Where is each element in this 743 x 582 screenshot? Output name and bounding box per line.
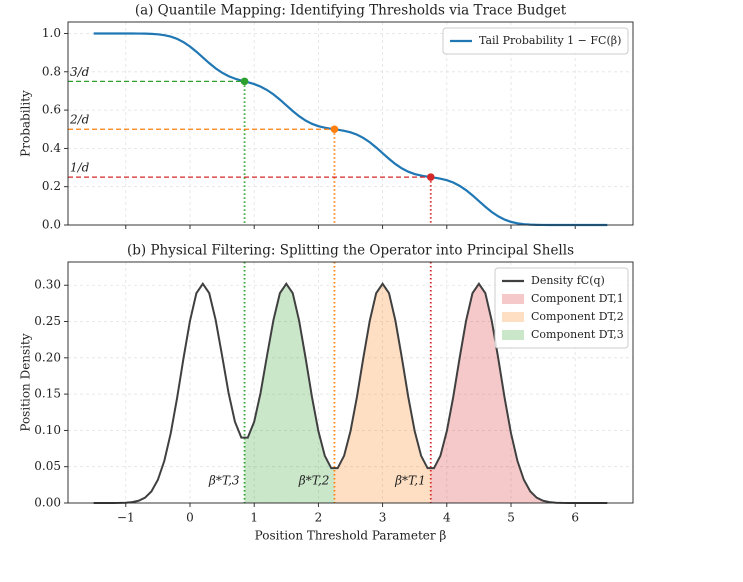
x-tick-label: 5 bbox=[507, 511, 515, 525]
y-tick-label: 0.4 bbox=[42, 141, 61, 155]
chart-title: (b) Physical Filtering: Splitting the Op… bbox=[127, 243, 574, 259]
threshold-label: 2/d bbox=[69, 113, 90, 127]
legend: Tail Probability 1 − FC(β) bbox=[442, 27, 629, 55]
x-tick-label: 4 bbox=[443, 511, 451, 525]
y-axis-label: Position Density bbox=[19, 333, 33, 432]
legend-box bbox=[442, 27, 629, 55]
y-tick-label: 0.25 bbox=[34, 314, 61, 328]
y-axis-label: Probability bbox=[19, 90, 33, 157]
density-curve bbox=[93, 282, 608, 504]
x-tick-label: 1 bbox=[250, 511, 258, 525]
x-tick-label: −1 bbox=[117, 511, 135, 525]
component-fill bbox=[430, 283, 608, 503]
y-tick-label: 0.8 bbox=[42, 64, 61, 78]
legend-label: Tail Probability 1 − FC(β) bbox=[479, 34, 621, 47]
threshold-label: 1/d bbox=[70, 161, 90, 175]
legend-label: Component DT,1 bbox=[531, 292, 624, 305]
x-axis-label: Position Threshold Parameter β bbox=[255, 529, 447, 543]
component-fill bbox=[244, 283, 335, 503]
legend-swatch bbox=[502, 294, 524, 304]
y-tick-label: 0.15 bbox=[34, 387, 61, 401]
y-tick-label: 0.05 bbox=[34, 459, 61, 473]
legend-label: Component DT,3 bbox=[531, 328, 624, 341]
legend-swatch bbox=[502, 312, 524, 322]
component-fill bbox=[334, 283, 431, 503]
threshold-label: 3/d bbox=[70, 65, 90, 79]
axes-frame bbox=[67, 21, 634, 226]
legend: Density fC(q) Component DT,1 Component DT,… bbox=[494, 267, 629, 349]
x-tick-label: 3 bbox=[379, 511, 387, 525]
legend-box bbox=[494, 267, 629, 349]
x-tick-label: 6 bbox=[571, 511, 579, 525]
y-tick-label: 0.00 bbox=[34, 496, 61, 510]
threshold-point bbox=[240, 77, 249, 86]
y-tick-label: 0.20 bbox=[34, 350, 61, 364]
y-tick-label: 0.30 bbox=[34, 278, 61, 292]
x-tick-label: 0 bbox=[186, 511, 194, 525]
threshold-label: β*T,3 bbox=[208, 474, 240, 488]
y-tick-label: 0.0 bbox=[42, 218, 61, 232]
y-tick-label: 0.10 bbox=[34, 423, 61, 437]
y-tick-label: 0.2 bbox=[42, 179, 61, 193]
threshold-label: β*T,1 bbox=[394, 474, 426, 488]
y-tick-label: 0.6 bbox=[42, 103, 61, 117]
legend-label: Density fC(q) bbox=[531, 274, 605, 287]
chart-title: (a) Quantile Mapping: Identifying Thresh… bbox=[135, 3, 567, 19]
threshold-point bbox=[426, 173, 435, 181]
legend-label: Component DT,2 bbox=[531, 310, 624, 323]
threshold-point bbox=[330, 125, 339, 134]
tail-curve bbox=[93, 32, 608, 227]
x-tick-label: 2 bbox=[315, 511, 323, 525]
y-tick-label: 1.0 bbox=[42, 26, 61, 40]
threshold-label: β*T,2 bbox=[298, 474, 330, 488]
legend-swatch bbox=[502, 330, 524, 340]
axes-frame bbox=[67, 261, 634, 504]
